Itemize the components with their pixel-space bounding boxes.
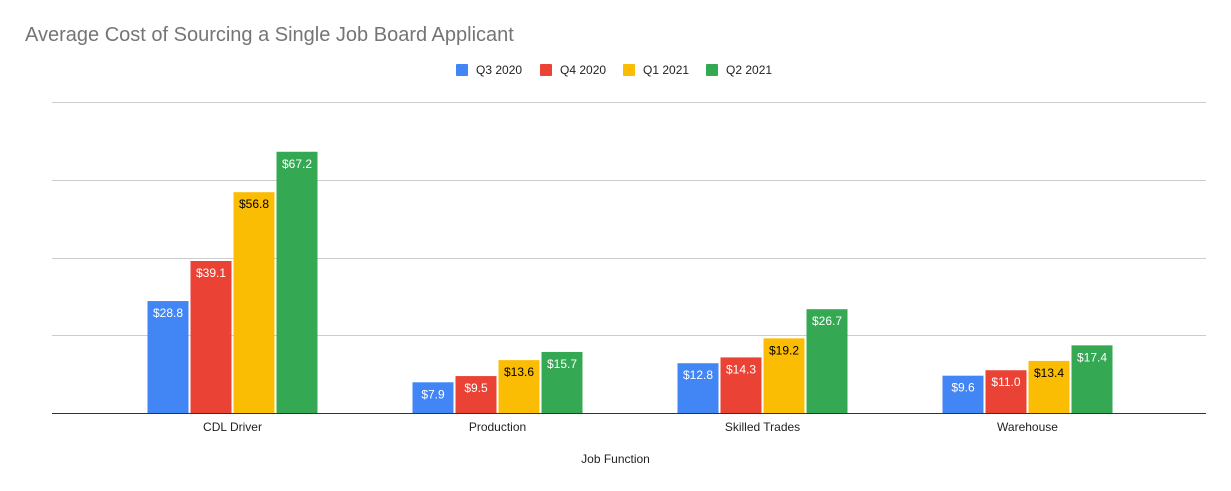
bar: [412, 382, 454, 413]
legend-item: Q4 2020: [540, 63, 606, 77]
data-label: $28.8: [153, 306, 183, 320]
bar: [498, 360, 540, 413]
legend-label: Q3 2020: [476, 63, 523, 77]
bar: [190, 260, 232, 413]
bar: [541, 351, 583, 413]
data-label: $39.1: [196, 266, 226, 280]
bar: [942, 375, 984, 413]
data-label: $13.4: [1034, 366, 1064, 380]
bar: [276, 151, 318, 413]
legend-item: Q3 2020: [456, 63, 522, 77]
legend-item: Q1 2021: [623, 63, 689, 77]
legend-swatch: [456, 64, 468, 76]
legend-swatch: [706, 64, 718, 76]
data-label: $11.0: [991, 375, 1020, 389]
legend-swatch: [540, 64, 552, 76]
data-label: $9.5: [464, 381, 488, 395]
bar: [1071, 345, 1113, 413]
x-tick-label: Production: [469, 420, 526, 434]
bar: [985, 370, 1027, 413]
bar: [806, 309, 848, 413]
legend-label: Q4 2020: [560, 63, 607, 77]
data-label: $14.3: [726, 362, 756, 376]
bar: [455, 376, 497, 413]
chart-legend: Q3 2020 Q4 2020 Q1 2021 Q2 2021: [0, 63, 1231, 81]
chart-title: Average Cost of Sourcing a Single Job Bo…: [25, 24, 514, 46]
x-axis-title: Job Function: [581, 452, 650, 466]
data-label: $67.2: [282, 157, 312, 171]
x-tick-label: Skilled Trades: [725, 420, 800, 434]
data-label: $12.8: [683, 368, 713, 382]
data-label: $17.4: [1077, 350, 1107, 364]
legend-label: Q1 2021: [643, 63, 690, 77]
legend-item: Q2 2021: [706, 63, 772, 77]
legend-swatch: [623, 64, 635, 76]
data-label: $19.2: [769, 343, 799, 357]
data-label: $15.7: [547, 357, 577, 371]
data-label: $26.7: [812, 314, 842, 328]
bar: [763, 338, 805, 413]
bar: [720, 357, 762, 413]
legend-label: Q2 2021: [726, 63, 773, 77]
x-tick-label: Warehouse: [997, 420, 1058, 434]
bar: [147, 301, 189, 413]
data-label: $7.9: [421, 387, 445, 401]
data-label: $56.8: [239, 197, 269, 211]
x-tick-label: CDL Driver: [203, 420, 262, 434]
data-label: $9.6: [951, 381, 975, 395]
bar: [677, 363, 719, 413]
bar: [1028, 360, 1070, 413]
data-label: $13.6: [504, 365, 534, 379]
bar: [233, 192, 275, 413]
